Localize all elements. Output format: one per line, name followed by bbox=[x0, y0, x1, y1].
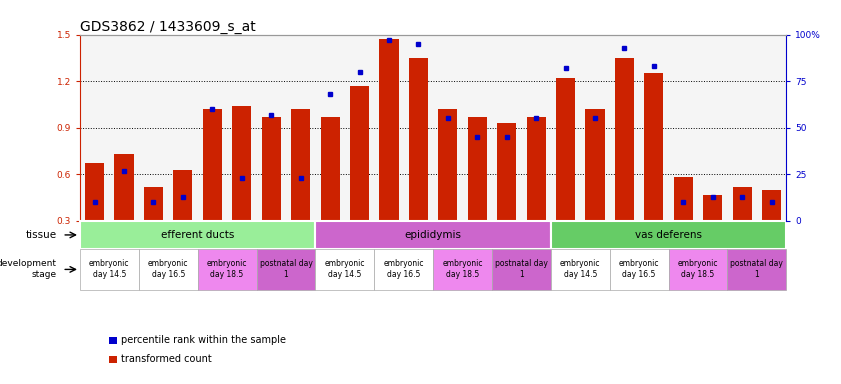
Text: embryonic
day 18.5: embryonic day 18.5 bbox=[678, 259, 718, 280]
Bar bbox=[409, 58, 428, 221]
Bar bbox=[139, 249, 198, 290]
Text: postnatal day
1: postnatal day 1 bbox=[260, 259, 312, 280]
Text: embryonic
day 14.5: embryonic day 14.5 bbox=[560, 259, 600, 280]
Text: embryonic
day 16.5: embryonic day 16.5 bbox=[148, 259, 188, 280]
Bar bbox=[526, 117, 546, 221]
Text: GDS3862 / 1433609_s_at: GDS3862 / 1433609_s_at bbox=[80, 20, 256, 33]
Bar bbox=[80, 249, 139, 290]
Bar bbox=[551, 221, 786, 249]
Text: development
stage: development stage bbox=[0, 259, 56, 280]
Bar bbox=[315, 221, 551, 249]
Bar bbox=[85, 164, 104, 221]
Bar bbox=[762, 190, 781, 221]
Text: efferent ducts: efferent ducts bbox=[161, 230, 235, 240]
Bar bbox=[379, 39, 399, 221]
Bar bbox=[315, 249, 374, 290]
Bar bbox=[727, 249, 786, 290]
Text: embryonic
day 14.5: embryonic day 14.5 bbox=[89, 259, 130, 280]
Bar bbox=[232, 106, 251, 221]
Bar bbox=[644, 73, 664, 221]
Bar bbox=[497, 123, 516, 221]
Text: embryonic
day 18.5: embryonic day 18.5 bbox=[207, 259, 247, 280]
Bar bbox=[674, 177, 693, 221]
Text: embryonic
day 16.5: embryonic day 16.5 bbox=[383, 259, 424, 280]
Bar bbox=[257, 249, 315, 290]
Bar bbox=[669, 249, 727, 290]
Text: embryonic
day 18.5: embryonic day 18.5 bbox=[442, 259, 483, 280]
Bar bbox=[350, 86, 369, 221]
Bar bbox=[556, 78, 575, 221]
Bar bbox=[144, 187, 163, 221]
Text: epididymis: epididymis bbox=[405, 230, 462, 240]
Bar bbox=[173, 170, 193, 221]
Text: tissue: tissue bbox=[25, 230, 56, 240]
Bar bbox=[551, 249, 610, 290]
Bar bbox=[80, 221, 315, 249]
Text: postnatal day
1: postnatal day 1 bbox=[731, 259, 783, 280]
Text: vas deferens: vas deferens bbox=[635, 230, 702, 240]
Bar bbox=[320, 117, 340, 221]
Bar bbox=[438, 109, 458, 221]
Bar bbox=[733, 187, 752, 221]
Bar bbox=[610, 249, 669, 290]
Bar bbox=[262, 117, 281, 221]
Bar bbox=[291, 109, 310, 221]
Text: percentile rank within the sample: percentile rank within the sample bbox=[121, 335, 286, 345]
Text: embryonic
day 16.5: embryonic day 16.5 bbox=[619, 259, 659, 280]
Bar bbox=[468, 117, 487, 221]
Text: postnatal day
1: postnatal day 1 bbox=[495, 259, 547, 280]
Bar bbox=[203, 109, 222, 221]
Text: embryonic
day 14.5: embryonic day 14.5 bbox=[325, 259, 365, 280]
Bar bbox=[703, 195, 722, 221]
Bar bbox=[492, 249, 551, 290]
Bar bbox=[114, 154, 134, 221]
Bar bbox=[615, 58, 634, 221]
Bar bbox=[433, 249, 492, 290]
Text: transformed count: transformed count bbox=[121, 354, 212, 364]
Bar bbox=[198, 249, 257, 290]
Bar bbox=[374, 249, 433, 290]
Bar bbox=[585, 109, 605, 221]
